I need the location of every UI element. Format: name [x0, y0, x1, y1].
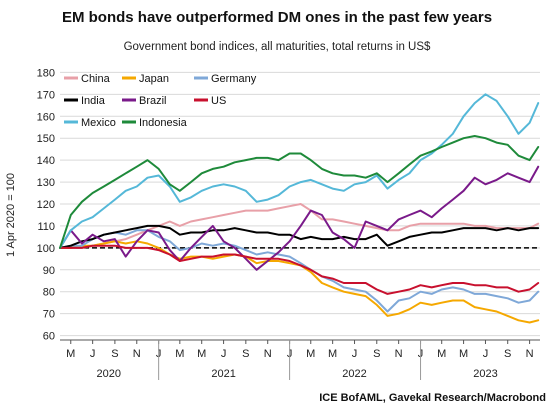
y-tick-label: 160: [37, 111, 55, 123]
x-tick-label: M: [197, 348, 206, 360]
x-tick-label: S: [242, 348, 249, 360]
x-tick-label: N: [133, 348, 141, 360]
legend-label-china: China: [81, 73, 111, 85]
y-tick-label: 130: [37, 177, 55, 189]
source-note: ICE BofAML, Gavekal Research/Macrobond: [319, 392, 546, 404]
series-line-china: [59, 203, 540, 249]
y-tick-label: 70: [43, 309, 55, 321]
series-line-indonesia: [59, 135, 540, 249]
x-tick-label: M: [437, 348, 446, 360]
legend-label-germany: Germany: [211, 73, 257, 85]
x-tick-label: J: [352, 348, 358, 360]
legend-label-us: US: [211, 95, 226, 107]
y-tick-label: 180: [37, 67, 55, 79]
legend-label-india: India: [81, 95, 106, 107]
y-tick-label: 110: [37, 221, 55, 233]
x-tick-label: S: [373, 348, 380, 360]
series-line-germany: [59, 229, 540, 313]
series-line-brazil: [59, 165, 540, 271]
y-tick-label: 170: [37, 89, 55, 101]
chart-subtitle: Government bond indices, all maturities,…: [123, 41, 431, 53]
y-tick-label: 120: [37, 199, 55, 211]
y-tick-label: 150: [37, 133, 55, 145]
legend-label-japan: Japan: [139, 73, 169, 85]
x-tick-label: M: [66, 348, 75, 360]
year-label: 2022: [342, 368, 366, 380]
axes: 60 70 80 90 100 110 120 130 140 150 160 170 180 M J S N J…: [37, 67, 540, 380]
x-tick-label: M: [328, 348, 337, 360]
legend-label-mexico: Mexico: [81, 117, 116, 129]
x-tick-label: M: [175, 348, 184, 360]
series-line-mexico: [59, 93, 540, 249]
legend-label-indonesia: Indonesia: [139, 117, 188, 129]
y-tick-label: 60: [43, 331, 55, 343]
year-label: 2020: [97, 368, 121, 380]
x-tick-label: N: [264, 348, 272, 360]
x-tick-label: N: [526, 348, 534, 360]
series-line-us: [59, 244, 540, 295]
x-tick-label: M: [306, 348, 315, 360]
x-tick-label: M: [459, 348, 468, 360]
x-tick-label: S: [504, 348, 511, 360]
x-tick-label: J: [90, 348, 96, 360]
y-tick-label: 80: [43, 287, 55, 299]
x-tick-label: J: [221, 348, 227, 360]
series-line-japan: [59, 240, 540, 324]
series-line-india: [59, 224, 540, 249]
x-tick-label: J: [483, 348, 489, 360]
y-tick-label: 100: [37, 243, 55, 255]
y-tick-label: 140: [37, 155, 55, 167]
legend: China Japan Germany India Brazil US Mexico Indo…: [64, 73, 257, 129]
series-lines: [59, 93, 540, 324]
year-label: 2023: [473, 368, 497, 380]
y-tick-label: 90: [43, 265, 55, 277]
chart-title: EM bonds have outperformed DM ones in th…: [61, 9, 493, 26]
legend-label-brazil: Brazil: [139, 95, 167, 107]
x-tick-label: N: [395, 348, 403, 360]
x-tick-label: S: [111, 348, 118, 360]
year-label: 2021: [211, 368, 235, 380]
